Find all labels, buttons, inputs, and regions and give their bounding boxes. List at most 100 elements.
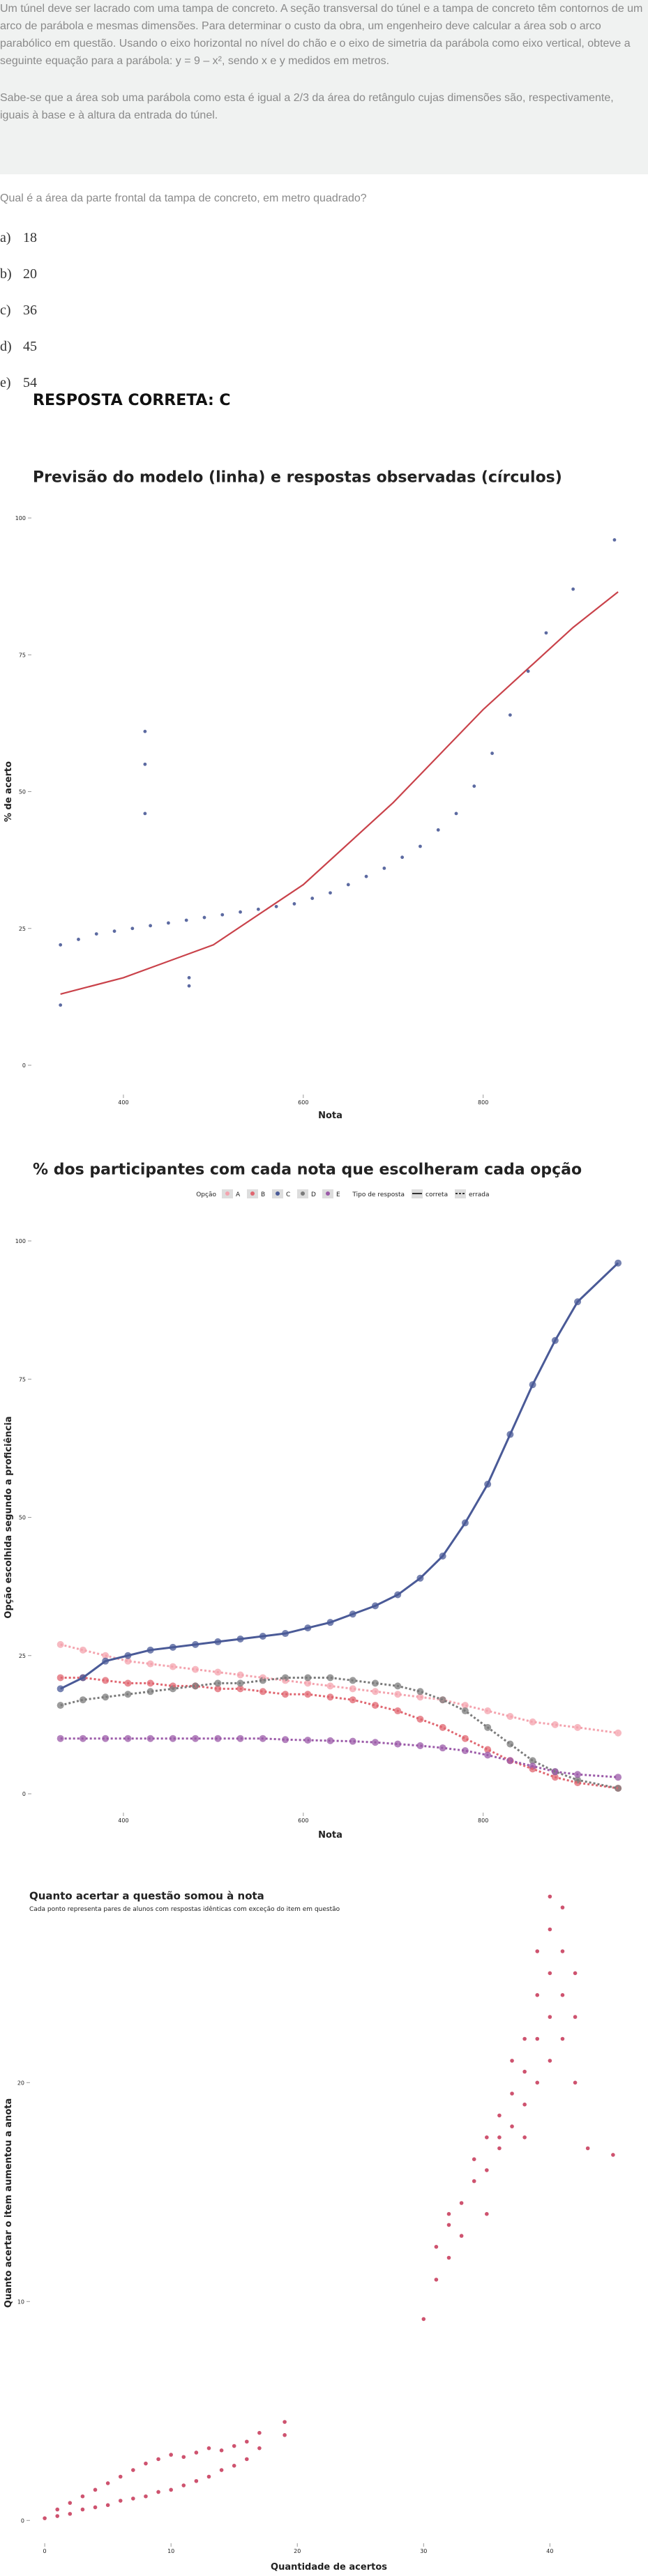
legend-label: E <box>336 1191 340 1198</box>
point <box>143 762 147 766</box>
question-paragraph: Um túnel deve ser lacrado com uma tampa … <box>0 3 643 67</box>
point <box>421 2317 426 2322</box>
point <box>304 1674 312 1682</box>
point <box>256 907 260 911</box>
y-tick-label: 100 <box>15 1238 26 1244</box>
chart-title: Quanto acertar a questão somou à nota <box>29 1889 264 1902</box>
point <box>214 1735 222 1742</box>
point <box>461 1735 469 1742</box>
point <box>43 2516 47 2520</box>
point <box>68 2512 73 2516</box>
point <box>202 915 206 920</box>
point <box>130 927 135 931</box>
point <box>394 1691 402 1698</box>
point <box>548 1971 552 1976</box>
point <box>206 2446 211 2451</box>
y-tick-label: 25 <box>19 926 26 932</box>
point <box>102 1735 110 1742</box>
point <box>219 2468 224 2472</box>
point <box>232 2444 236 2448</box>
option: a) 18 <box>0 230 37 246</box>
x-tick-label: 600 <box>298 1099 308 1106</box>
point <box>214 1685 222 1693</box>
point <box>490 752 494 755</box>
y-tick-label: 0 <box>21 2517 24 2524</box>
x-tick-label: 600 <box>298 1817 308 1824</box>
x-tick-label: 400 <box>118 1099 128 1106</box>
point <box>364 874 368 878</box>
point <box>560 2036 565 2041</box>
point <box>259 1688 266 1695</box>
point <box>615 1774 622 1781</box>
point <box>143 811 147 816</box>
point <box>146 1679 154 1687</box>
chart-title: Previsão do modelo (linha) e respostas o… <box>33 469 562 487</box>
answer: RESPOSTA CORRETA: C <box>33 392 231 409</box>
point <box>80 2507 85 2512</box>
legend-dot <box>225 1191 229 1196</box>
point <box>522 2102 527 2107</box>
point <box>77 938 80 941</box>
option-text: 20 <box>23 266 37 282</box>
point <box>282 1736 289 1744</box>
point <box>68 2501 73 2505</box>
x-tick-label: 0 <box>43 2548 47 2554</box>
point <box>143 729 147 733</box>
point <box>55 2514 60 2518</box>
x-tick-label: 400 <box>118 1817 128 1824</box>
point <box>232 2464 236 2468</box>
x-tick-label: 20 <box>294 2548 301 2554</box>
y-tick-label: 50 <box>19 789 26 795</box>
point <box>522 2069 527 2074</box>
y-tick-label: 0 <box>22 1062 26 1069</box>
point <box>236 1735 244 1742</box>
point <box>416 1693 424 1701</box>
x-tick-label: 10 <box>167 2548 174 2554</box>
option: b) 20 <box>0 266 37 282</box>
point <box>510 2124 514 2128</box>
point <box>611 2153 615 2157</box>
point <box>400 855 405 860</box>
point <box>184 918 188 922</box>
point <box>371 1679 379 1687</box>
chart-subtitle: Cada ponto representa pares de alunos co… <box>29 1905 340 1913</box>
point <box>472 2179 476 2183</box>
legend-label: errada <box>469 1191 490 1198</box>
point <box>497 2113 502 2118</box>
point <box>551 1721 559 1728</box>
y-tick-label: 10 <box>17 2299 24 2305</box>
point <box>497 2146 502 2151</box>
point <box>102 1677 110 1684</box>
point <box>59 943 63 947</box>
point <box>612 538 617 542</box>
option-letter: c) <box>0 303 11 318</box>
point <box>497 2135 502 2140</box>
point <box>560 1905 565 1910</box>
point <box>245 2439 249 2444</box>
point <box>535 2036 540 2041</box>
point <box>102 1693 110 1701</box>
point <box>535 1992 540 1997</box>
point <box>194 2451 199 2455</box>
point <box>571 587 575 591</box>
point <box>446 2223 451 2227</box>
point <box>156 2490 160 2494</box>
trend-line <box>60 1737 619 1778</box>
point <box>245 2457 249 2462</box>
legend-dot <box>276 1191 280 1196</box>
point <box>93 2487 98 2492</box>
point <box>304 1679 312 1687</box>
point <box>394 1740 402 1748</box>
question-box <box>0 0 648 174</box>
y-tick-label: 100 <box>15 515 26 521</box>
y-tick-label: 0 <box>22 1791 26 1797</box>
x-axis-label: Nota <box>318 1111 342 1121</box>
point <box>419 844 422 848</box>
point <box>192 1666 199 1673</box>
point <box>560 1949 565 1953</box>
point <box>187 984 191 988</box>
point <box>472 2157 476 2161</box>
point <box>55 2507 60 2512</box>
point <box>94 932 98 936</box>
